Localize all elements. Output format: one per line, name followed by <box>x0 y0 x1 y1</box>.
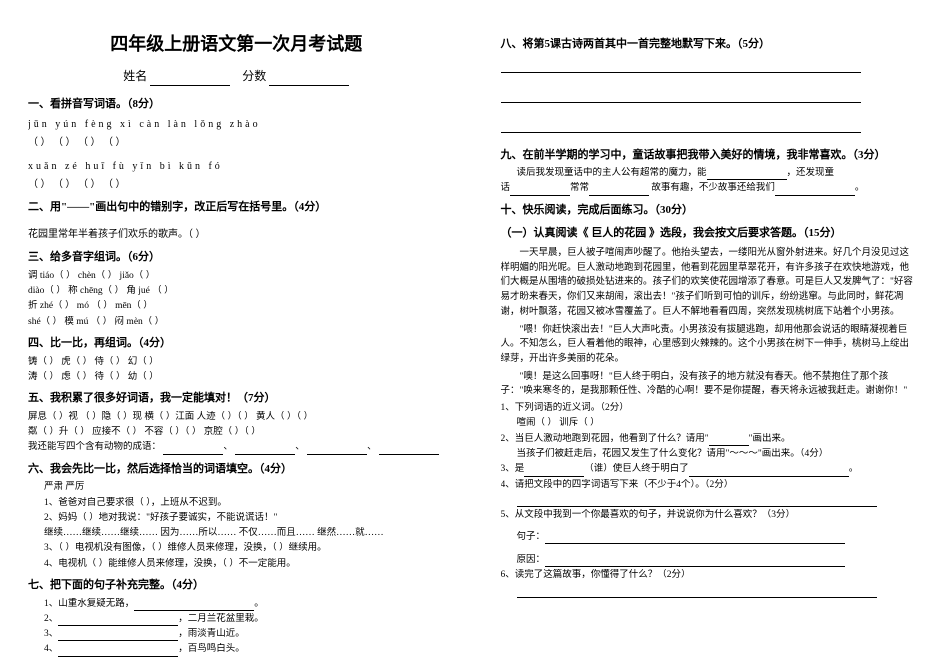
s4-l2: 涛（ ） 虑（ ） 待（ ） 幼（ ） <box>28 371 445 384</box>
s1-row1: jūn yún fèng xì càn làn lǒng zhào <box>28 117 445 133</box>
s7-l3: 3、，雨淡青山近。 <box>28 628 445 641</box>
q5b <box>501 494 918 507</box>
s3-l2: diào（ ） 称 chēng（ ） 角 jué （ ） <box>28 285 445 298</box>
score-blank <box>269 74 349 86</box>
section-7-heading: 七、把下面的句子补充完整。（4分） <box>28 577 445 595</box>
score-label: 分数 <box>242 69 266 83</box>
s9-l1: 读后我发现童话中的主人公有超常的魔力，能，还发现童 <box>501 167 918 180</box>
name-label: 姓名 <box>123 69 147 83</box>
s6-l1: 1、爸爸对自己要求很（ ），上班从不迟到。 <box>28 497 445 510</box>
s6-gap2: 继续……继续……继续…… 因为……所以…… 不仅……而且…… 继然……就…… <box>28 527 445 540</box>
passage-p1: 一天早晨，巨人被子喧闹声吵醒了。他抬头望去，一缕阳光从窗外射进来。好几个月没见过… <box>501 246 918 320</box>
page-title: 四年级上册语文第一次月考试题 <box>28 30 445 59</box>
s3-l3: 折 zhé（ ） mó （ ） mēn（ ） <box>28 300 445 313</box>
name-score-line: 姓名 分数 <box>28 67 445 86</box>
s8-b3 <box>501 117 918 133</box>
s5-l1: 屏息（ ）视 （ ）隐（ ）现 横（ ）江面 人迹（ ）（ ） 黄人（ ）（ ） <box>28 411 445 424</box>
section-5-heading: 五、我积累了很多好词语，我一定能填对！（7分） <box>28 390 445 408</box>
s3-l4: shé（ ） 模 mú （ ） 闷 mèn（ ） <box>28 316 445 329</box>
q7: 6、读完了这篇故事，你懂得了什么？（2分） <box>501 569 918 582</box>
s8-b1 <box>501 57 918 73</box>
s2-l1: 花园里常年半着孩子们欢乐的歌声。（ ） <box>28 227 445 243</box>
section-10-sub: （一）认真阅读《 巨人的花园 》选段，我会按文后要求答题。（15分） <box>501 225 918 243</box>
q1: 1、下列词语的近义词。（2分） <box>501 402 918 415</box>
section-9-heading: 九、在前半学期的学习中，童话故事把我带入美好的情境，我非常喜欢。（3分） <box>501 147 918 165</box>
q7b <box>501 584 918 597</box>
s6-gap1: 严肃 严厉 <box>28 481 445 494</box>
s7-l4: 4、，百鸟鸣白头。 <box>28 643 445 656</box>
q2: 2、当巨人激动地跑到花园，他看到了什么？请用""画出来。 <box>501 433 918 446</box>
s1-row2p: （ ） （ ） （ ） （ ） <box>28 177 445 193</box>
section-3-heading: 三、给多音字组词。（6分） <box>28 249 445 267</box>
section-4-heading: 四、比一比，再组词。（4分） <box>28 335 445 353</box>
s4-l1: 铸（ ） 虎（ ） 侍（ ） 幻（ ） <box>28 356 445 369</box>
s7-l1: 1、山重水复疑无路，。 <box>28 598 445 611</box>
s7-l2: 2、，二月兰花盆里栽。 <box>28 613 445 626</box>
q4: 3、是（谁）使巨人终于明白了。 <box>501 463 918 476</box>
s1-row1p: （ ） （ ） （ ） （ ） <box>28 135 445 151</box>
s8-b2 <box>501 87 918 103</box>
s3-l1: 调 tiáo（ ） chèn（ ） jiǎo（ ） <box>28 270 445 283</box>
s6-l3: 3、（ ）电视机没有图像，（ ）维修人员来修理，没换，（ ）继续用。 <box>28 542 445 555</box>
passage-p2: "喂！你赶快滚出去！"巨人大声叱责。小男孩没有拔腿逃跑，却用他那会说话的眼睛凝视… <box>501 323 918 367</box>
s6-l4: 4、电视机（ ）能维修人员来修理，没换，（ ）不一定能用。 <box>28 558 445 571</box>
section-2-heading: 二、用"——"画出句中的错别字，改正后写在括号里。（4分） <box>28 199 445 217</box>
section-10-heading: 十、快乐阅读，完成后面练习。（30分） <box>501 202 918 220</box>
q3: 当孩子们被赶走后，花园又发生了什么变化？请用"～～～"画出来。（4分） <box>501 448 918 461</box>
section-1-heading: 一、看拼音写词语。（8分） <box>28 96 445 114</box>
section-6-heading: 六、我会先比一比，然后选择恰当的词语填空。（4分） <box>28 461 445 479</box>
s1-row2: xuǎn zé huī fù yǐn bì kūn fó <box>28 159 445 175</box>
passage-p3: "噢！是这么回事呀！"巨人终于明白，没有孩子的地方就没有春天。他不禁抱住了那个孩… <box>501 370 918 399</box>
q5: 4、请把文段中的四字词语写下来（不少于4个）。（2分） <box>501 479 918 492</box>
name-blank <box>150 74 230 86</box>
s5-l2: 粼（ ）升（ ） 应接不（ ） 不容（ ）（ ） 京腔（ ）（ ） <box>28 426 445 439</box>
section-8-heading: 八、将第5课古诗两首其中一首完整地默写下来。（5分） <box>501 36 918 54</box>
s9-l2: 话常常 故事有趣，不少故事还给我们。 <box>501 182 918 195</box>
q1a: 喧闹（ ） 训斥（ ） <box>501 417 918 430</box>
q6: 5、从文段中我到一个你最喜欢的句子，并说说你为什么喜欢？（3分） <box>501 509 918 522</box>
q6a: 句子： <box>501 531 918 544</box>
s5-l3: 我还能写四个含有动物的成语： 、 、 、 <box>28 441 445 454</box>
s6-l2: 2、妈妈（ ）地对我说："好孩子要诚实，不能说谎话！" <box>28 512 445 525</box>
q6b: 原因： <box>501 554 918 567</box>
